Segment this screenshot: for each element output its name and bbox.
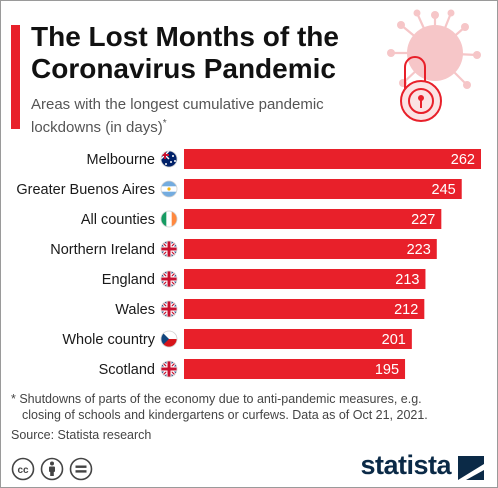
title-accent-bar	[11, 25, 20, 129]
value-label: 195	[375, 362, 399, 378]
uk-flag-3	[160, 240, 178, 258]
subtitle-footnote-mark: *	[162, 118, 167, 129]
czech-flag-6	[160, 330, 178, 348]
category-label: Greater Buenos Aires	[16, 182, 155, 198]
bar	[184, 239, 437, 259]
source-note: Source: Statista research	[11, 428, 152, 442]
value-label: 223	[407, 242, 431, 258]
statista-logo-text: statista	[360, 450, 451, 480]
page-title: The Lost Months of the Coronavirus Pande…	[31, 21, 339, 84]
bar	[184, 209, 442, 229]
category-label: Whole country	[62, 332, 155, 348]
subtitle-text: Areas with the longest cumulative pandem…	[31, 96, 324, 136]
value-label: 262	[451, 152, 475, 168]
value-label: 227	[411, 212, 435, 228]
value-label: 212	[394, 302, 418, 318]
bar	[184, 329, 412, 349]
footnote-line-2: closing of schools and kindergartens or …	[22, 408, 428, 422]
category-label: Northern Ireland	[50, 242, 155, 258]
bar	[184, 179, 462, 199]
bar	[184, 149, 481, 169]
category-label: All counties	[81, 212, 155, 228]
uk-flag-5	[160, 300, 178, 318]
chart-subtitle: Areas with the longest cumulative pandem…	[31, 95, 361, 137]
uk-flag-4	[160, 270, 178, 288]
footnote-line-1: * Shutdowns of parts of the economy due …	[11, 392, 422, 406]
category-label: Wales	[115, 302, 155, 318]
attribution-icon	[40, 457, 64, 481]
bar	[184, 269, 426, 289]
category-label: Scotland	[99, 362, 155, 378]
virus-lock-icon	[387, 9, 481, 122]
uk-flag-7	[160, 360, 178, 378]
bar	[184, 299, 425, 319]
category-label: Melbourne	[86, 152, 155, 168]
cc-icon: cc	[11, 457, 35, 481]
value-label: 213	[395, 272, 419, 288]
license-icons: cc	[11, 457, 93, 481]
australia-flag-0	[160, 150, 178, 168]
category-label: England	[102, 272, 155, 288]
svg-text:cc: cc	[17, 465, 29, 476]
argentina-flag-1	[160, 180, 178, 198]
value-label: 201	[382, 332, 406, 348]
ireland-flag-2	[160, 210, 178, 228]
footnote: * Shutdowns of parts of the economy due …	[11, 391, 491, 423]
value-label: 245	[432, 182, 456, 198]
no-derivatives-icon	[69, 457, 93, 481]
bar-chart: Melbourne 262 Greater Buenos Aires 245 All c…	[16, 149, 481, 379]
bar	[184, 359, 406, 379]
statista-logo-icon	[458, 456, 484, 480]
